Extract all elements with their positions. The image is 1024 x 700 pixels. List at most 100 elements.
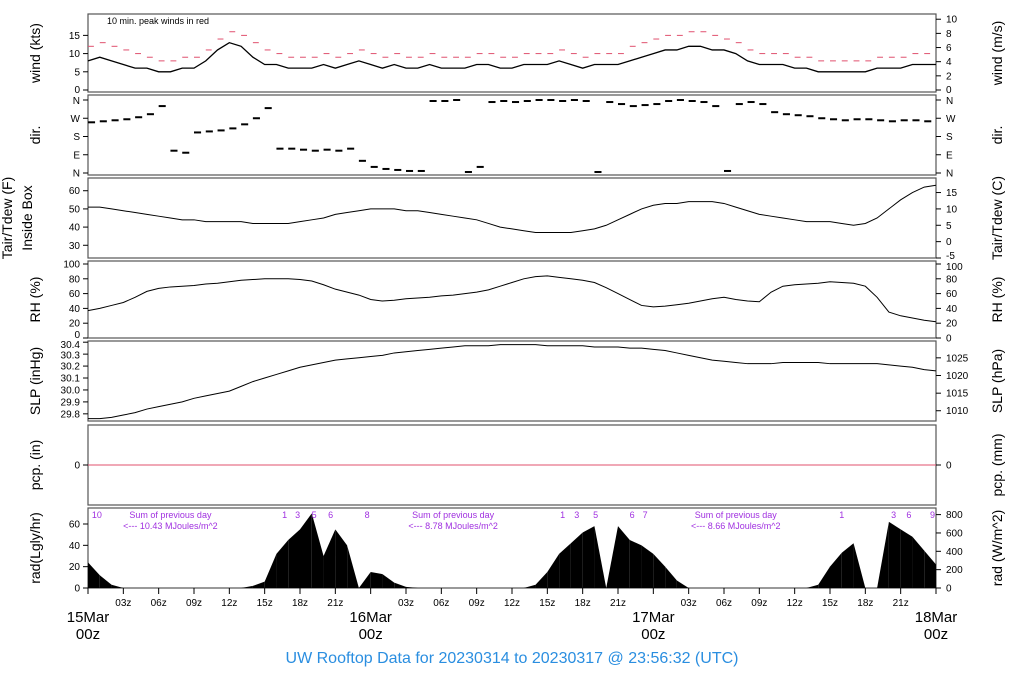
- radiation-bar: [806, 584, 819, 588]
- sun-hour-label: 3: [574, 510, 579, 520]
- wind-right-tick-label: 0: [946, 85, 952, 96]
- wind-right-tick-label: 6: [946, 43, 952, 54]
- x-tick-label: 12z: [504, 598, 520, 609]
- rh-ytick-label: 0: [74, 330, 80, 341]
- wind-right-tick-label: 4: [946, 57, 952, 68]
- sun-hour-label: 1: [282, 510, 287, 520]
- temp-frame: [87, 177, 937, 259]
- x-tick-label: 09z: [469, 598, 485, 609]
- wind-right-tick-label: 2: [946, 71, 952, 82]
- daily-sum-label: Sum of previous day: [695, 510, 778, 520]
- radiation-bar: [641, 545, 654, 588]
- pcp-ylabel: pcp. (in): [27, 440, 43, 491]
- rh-ylabel: RH (%): [27, 277, 43, 323]
- temp-line: [88, 184, 937, 234]
- sun-hour-label: 3: [295, 510, 300, 520]
- dir-right-tick-label: E: [946, 150, 953, 161]
- radiation-bar: [347, 545, 359, 588]
- sun-hour-label: 6: [328, 510, 333, 520]
- slp-ytick-label: 29.8: [61, 409, 81, 420]
- date-hour-label: 00z: [76, 626, 100, 643]
- radiation-bar: [924, 550, 936, 588]
- slp-right-tick-label: 1015: [946, 389, 969, 400]
- radiation-bar: [841, 543, 854, 588]
- x-tick-label: 09z: [186, 598, 202, 609]
- pcp-ytick-label: 0: [74, 461, 80, 472]
- pcp-ylabel-right: pcp. (mm): [989, 434, 1005, 497]
- daily-sum-value: <--- 8.66 MJoules/m^2: [691, 521, 781, 531]
- radiation-bar: [370, 572, 383, 588]
- rh-ytick-label: 100: [63, 260, 80, 271]
- x-tick-label: 21z: [610, 598, 626, 609]
- dir-ytick-label: W: [71, 114, 81, 125]
- temp-ylabel: Inside Box: [19, 185, 35, 250]
- pcp-right-tick-label: 0: [946, 461, 952, 472]
- radiation-bar: [323, 529, 336, 588]
- dir-ylabel-right: dir.: [989, 126, 1005, 145]
- temp-ytick-label: 60: [69, 186, 81, 197]
- rad-ylabel: rad(Lgly/hr): [27, 512, 43, 584]
- radiation-bar: [570, 532, 583, 588]
- radiation-bar: [382, 574, 395, 588]
- dir-frame: [87, 94, 937, 176]
- rh-right-tick-label: 100: [946, 262, 963, 273]
- x-tick-label: 03z: [115, 598, 131, 609]
- temp-ytick-label: 40: [69, 223, 81, 234]
- x-tick-label: 06z: [433, 598, 449, 609]
- dir-ylabel: dir.: [27, 126, 43, 145]
- radiation-bar: [618, 526, 630, 588]
- panel-temp: 30 40 50 60 -5 0 5 10 15 Tair/Tdew (F) Inside Box T…: [0, 176, 1005, 262]
- sun-hour-label: 1: [560, 510, 565, 520]
- radiation-bar: [606, 526, 618, 588]
- dir-ytick-label: S: [73, 132, 80, 143]
- x-tick-label: 06z: [151, 598, 167, 609]
- dir-right-tick-label: N: [946, 96, 953, 107]
- daily-sum-value: <--- 8.78 MJoules/m^2: [408, 521, 498, 531]
- rh-ytick-label: 80: [69, 274, 81, 285]
- radiation-bar: [288, 529, 300, 588]
- radiation-bar: [406, 586, 418, 588]
- peak-wind-annotation: 10 min. peak winds in red: [107, 16, 209, 26]
- slp-right-tick-label: 1025: [946, 353, 969, 364]
- dir-ytick-label: N: [73, 169, 80, 180]
- radiation-bar: [335, 529, 348, 588]
- rh-frame: [87, 260, 937, 339]
- wind-ytick-label: 10: [69, 49, 81, 60]
- chart-title: UW Rooftop Data for 20230314 to 20230317…: [285, 650, 739, 667]
- radiation-bar: [88, 562, 100, 588]
- x-tick-label: 12z: [787, 598, 803, 609]
- rh-line: [87, 275, 937, 323]
- temp-right-tick-label: 5: [946, 221, 952, 232]
- radiation-bar: [853, 543, 866, 588]
- rad-right-tick-label: 0: [946, 584, 952, 595]
- wind-ytick-label: 15: [69, 31, 81, 42]
- dir-right-tick-label: N: [946, 169, 953, 180]
- sun-hour-label: 7: [643, 510, 648, 520]
- wind-right-tick-label: 10: [946, 15, 958, 26]
- date-hour-label: 00z: [641, 626, 665, 643]
- date-label: 16Mar: [349, 609, 392, 626]
- x-tick-label: 21z: [327, 598, 343, 609]
- panel-pcp: 0 0 pcp. (in) pcp. (mm): [27, 424, 1005, 506]
- temp-ytick-label: 30: [69, 241, 81, 252]
- slp-ytick-label: 30.2: [61, 362, 81, 373]
- rad-right-tick-label: 800: [946, 510, 963, 521]
- x-tick-label: 09z: [751, 598, 767, 609]
- wind-frame: [87, 13, 937, 93]
- radiation-bar: [818, 566, 830, 588]
- slp-right-tick-label: 1020: [946, 371, 969, 382]
- radiation-bar: [653, 553, 666, 588]
- radiation-bar: [300, 513, 312, 588]
- temp-right-tick-label: -5: [946, 251, 955, 262]
- radiation-bar: [99, 575, 112, 588]
- dir-right-tick-label: W: [946, 114, 956, 125]
- wind-ytick-label: 5: [74, 67, 80, 78]
- radiation-bar: [594, 526, 607, 588]
- rad-ylabel-right: rad (W/m^2): [989, 510, 1005, 587]
- date-label: 15Mar: [67, 609, 110, 626]
- slp-ylabel-right: SLP (hPa): [989, 349, 1005, 413]
- x-tick-label: 18z: [857, 598, 873, 609]
- wind-ytick-label: 0: [74, 85, 80, 96]
